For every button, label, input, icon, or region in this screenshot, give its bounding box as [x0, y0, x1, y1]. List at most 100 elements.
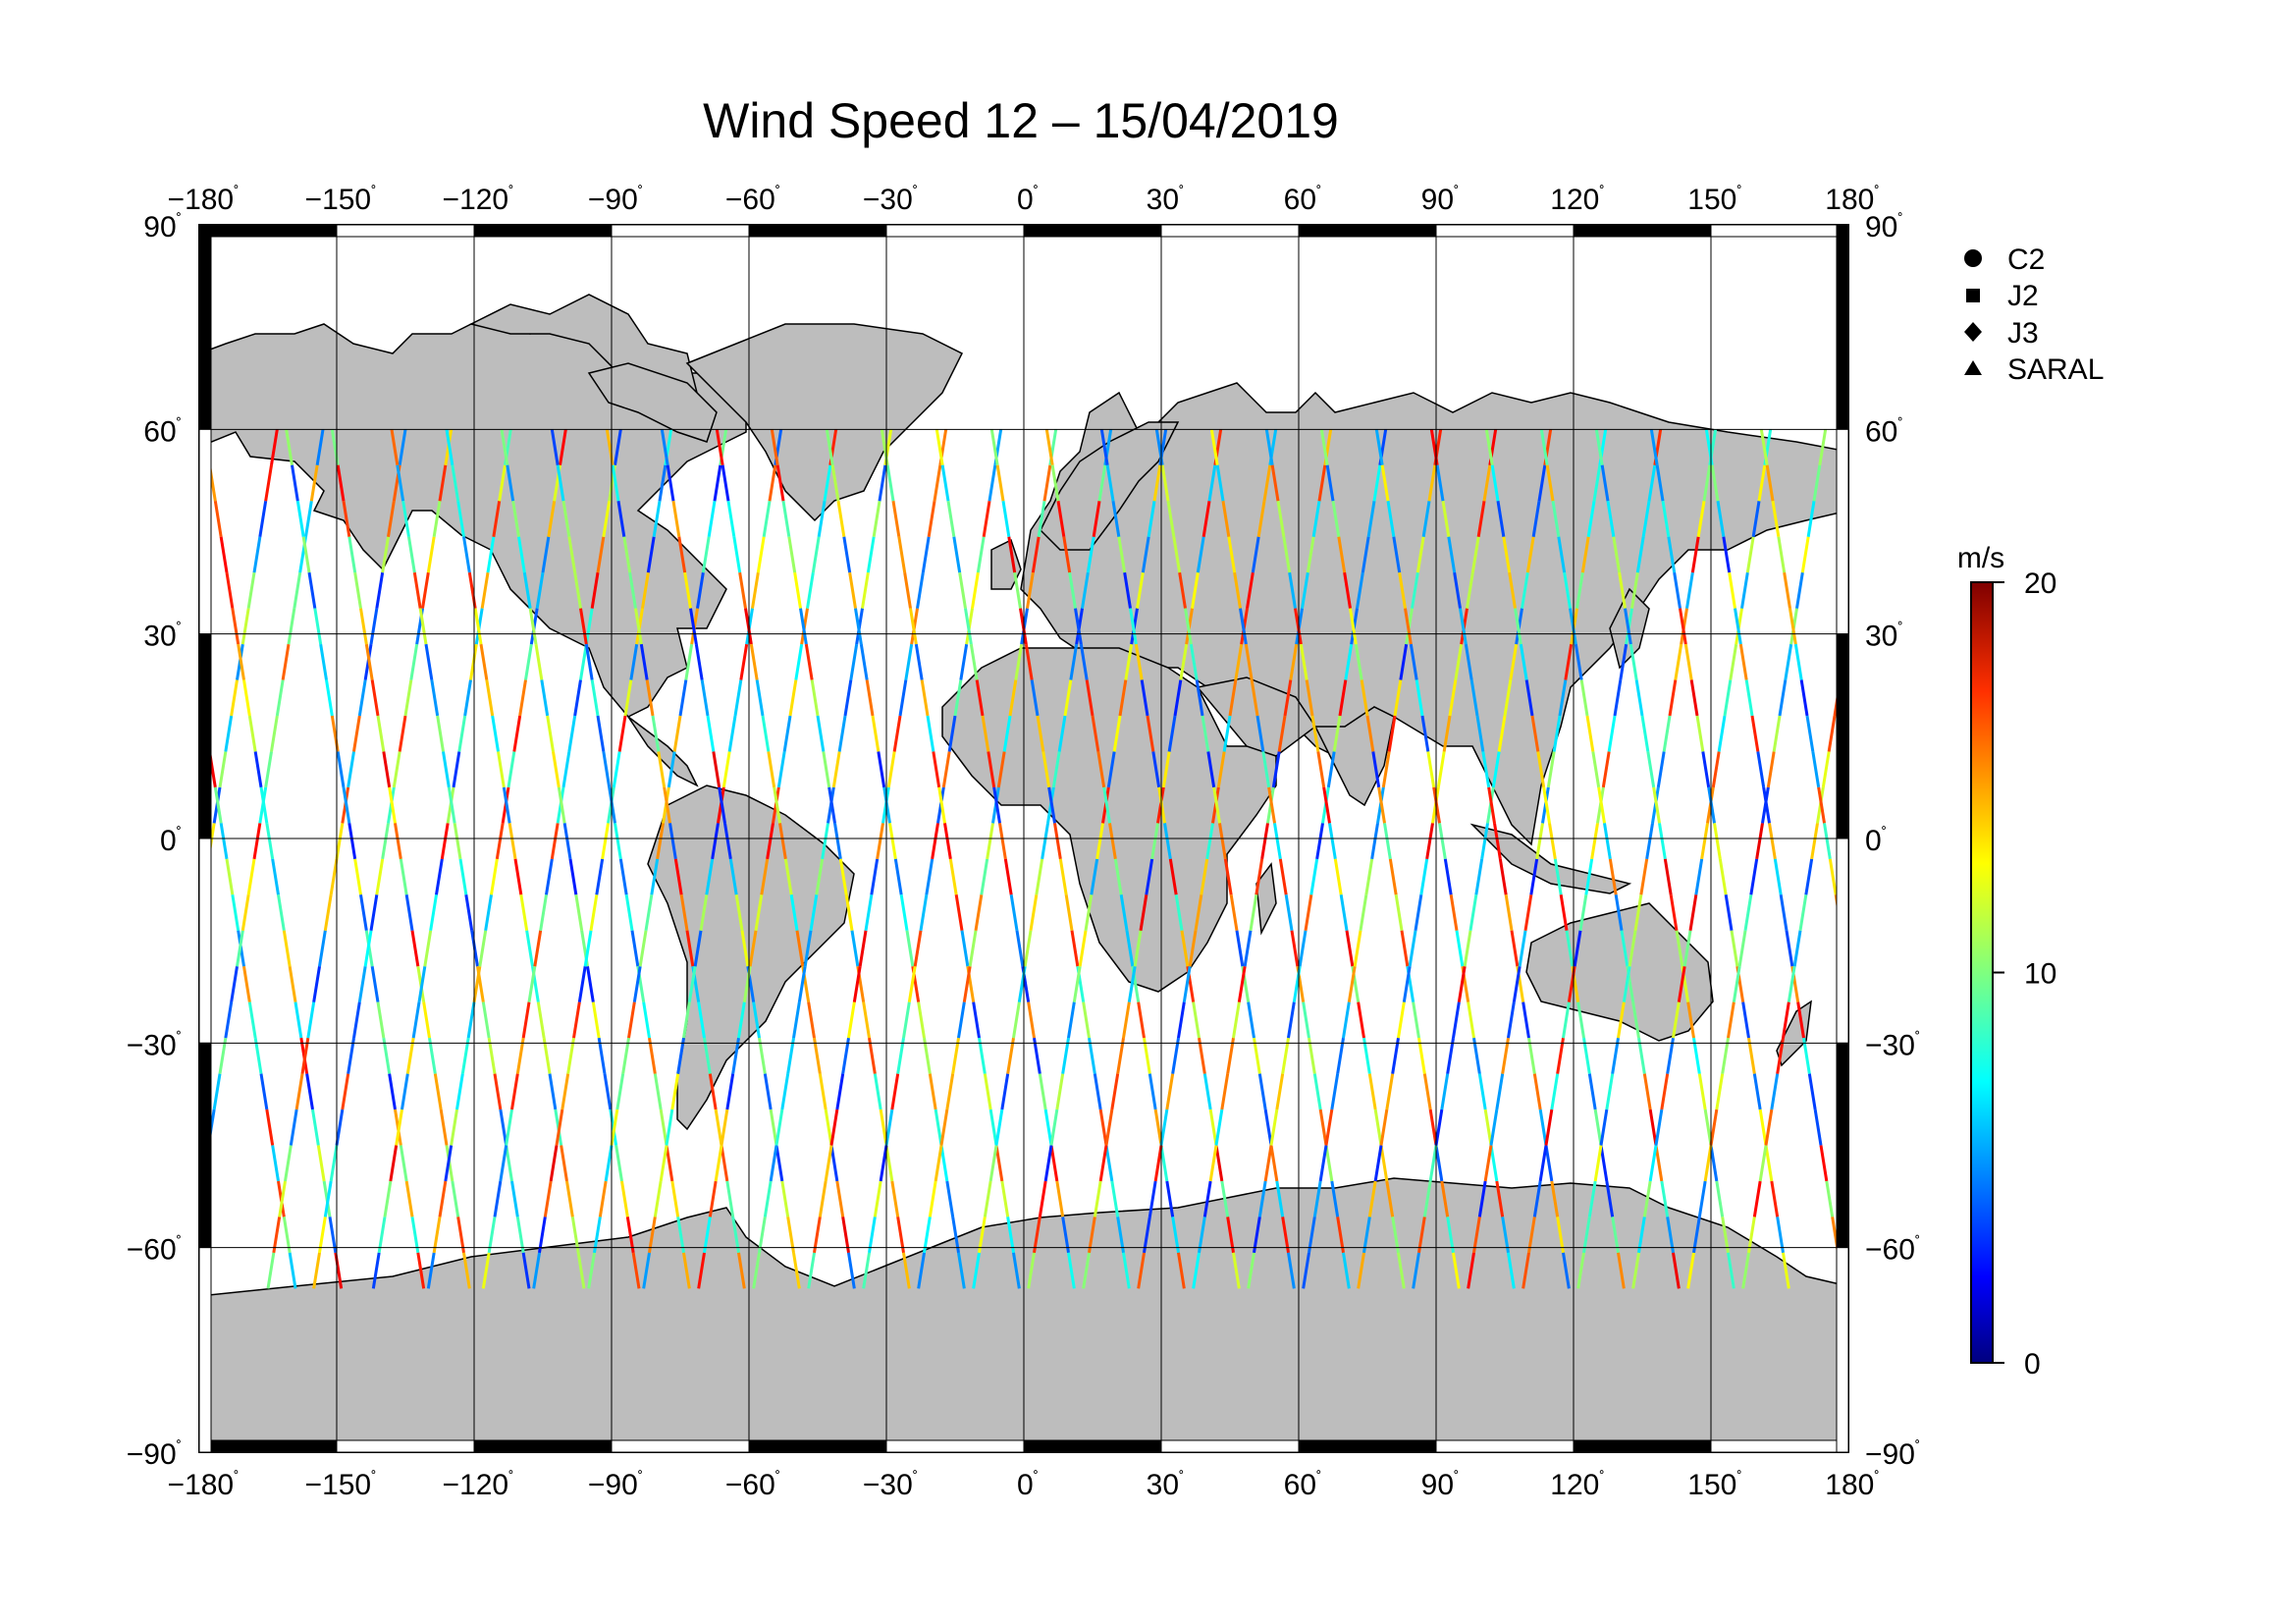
track-segment	[306, 1001, 316, 1039]
track-segment	[1166, 501, 1176, 537]
track-segment	[1563, 571, 1572, 609]
track-segment	[1116, 1037, 1125, 1074]
track-segment	[1417, 1037, 1426, 1074]
track-segment	[969, 643, 979, 680]
axis-tick-label: −60˚	[127, 1234, 182, 1267]
track-segment	[841, 1217, 850, 1254]
track-segment	[305, 1073, 314, 1110]
track-segment	[225, 571, 235, 609]
track-segment	[1397, 1001, 1406, 1039]
track-segment	[623, 679, 633, 717]
track-segment	[1469, 679, 1479, 717]
track-segment	[568, 858, 578, 895]
track-segment	[1124, 643, 1134, 680]
track-segment	[369, 894, 379, 931]
track-segment	[1092, 501, 1101, 537]
track-segment	[957, 1001, 966, 1039]
track-segment	[620, 1180, 629, 1217]
track-segment	[706, 715, 716, 752]
track-segment	[1674, 643, 1683, 680]
track-segment	[1269, 1145, 1279, 1182]
track-segment	[369, 608, 379, 645]
track-segment	[1038, 1180, 1047, 1217]
track-segment	[462, 1252, 471, 1289]
track-segment	[534, 643, 544, 680]
track-segment	[473, 608, 483, 645]
track-segment	[749, 643, 759, 680]
track-segment	[829, 1109, 839, 1146]
track-segment	[405, 1037, 415, 1074]
track-segment	[246, 571, 256, 609]
track-segment	[1357, 1252, 1365, 1289]
track-segment	[858, 930, 868, 967]
track-segment	[1630, 571, 1639, 609]
track-segment	[1582, 1037, 1591, 1074]
track-segment	[751, 571, 760, 609]
track-segment	[271, 1145, 280, 1182]
track-segment	[390, 429, 400, 466]
axis-tick-label: 0˚	[1865, 825, 1887, 857]
track-segment	[873, 1180, 882, 1217]
track-segment	[872, 501, 881, 537]
frame-segment	[198, 224, 338, 238]
track-segment	[1194, 894, 1203, 931]
track-segment	[1226, 1037, 1235, 1074]
track-segment	[1257, 1073, 1267, 1110]
track-segment	[982, 501, 991, 537]
track-segment	[259, 786, 269, 824]
track-segment	[389, 1145, 399, 1182]
track-segment	[1308, 1037, 1316, 1074]
track-segment	[266, 1252, 276, 1289]
track-segment	[1690, 536, 1700, 573]
track-segment	[1590, 823, 1599, 860]
lat-lon-grid	[199, 225, 1848, 1452]
track-segment	[1201, 501, 1211, 537]
track-segment	[1084, 894, 1094, 931]
axis-tick-label: 120˚	[1550, 184, 1604, 216]
track-segment	[1869, 465, 1875, 501]
track-segment	[213, 501, 223, 537]
track-segment	[1172, 536, 1182, 573]
track-segment	[638, 930, 648, 967]
track-segment	[945, 1180, 955, 1217]
track-segment	[932, 751, 941, 788]
legend-label: C2	[2007, 243, 2045, 276]
track-segment	[1459, 608, 1468, 645]
track-segment	[773, 786, 781, 824]
track-segment	[1447, 536, 1457, 573]
track-segment	[1857, 537, 1863, 572]
track-segment	[481, 1001, 491, 1039]
track-segment	[1426, 751, 1436, 788]
track-segment	[665, 1145, 674, 1182]
track-segment	[410, 1217, 420, 1254]
track-segment	[525, 930, 534, 967]
track-segment	[388, 786, 397, 824]
track-segment	[507, 751, 516, 788]
track-segment	[768, 464, 777, 502]
track-segment	[1251, 536, 1260, 573]
track-segment	[1523, 894, 1533, 931]
track-segment	[1250, 679, 1259, 717]
track-segment	[1012, 1252, 1021, 1289]
track-segment	[1782, 1001, 1790, 1039]
track-segment	[1208, 1109, 1218, 1146]
track-segment	[247, 715, 257, 752]
track-segment	[376, 715, 386, 752]
track-segment	[1284, 894, 1294, 931]
track-segment	[412, 571, 422, 609]
track-segment	[429, 894, 438, 931]
track-segment	[1192, 1252, 1201, 1289]
track-segment	[1000, 1180, 1010, 1217]
axis-tick-label: 60˚	[143, 415, 182, 448]
track-segment	[1381, 751, 1391, 788]
track-segment	[1688, 894, 1698, 931]
track-segment	[1061, 1037, 1070, 1074]
track-segment	[797, 965, 807, 1002]
track-segment	[240, 894, 250, 931]
colorbar-gradient	[1970, 581, 1994, 1364]
track-segment	[1624, 608, 1632, 645]
track-segment	[1140, 679, 1149, 717]
track-segment	[1055, 1073, 1065, 1110]
track-segment	[1208, 1145, 1218, 1182]
track-segment	[1539, 429, 1549, 466]
